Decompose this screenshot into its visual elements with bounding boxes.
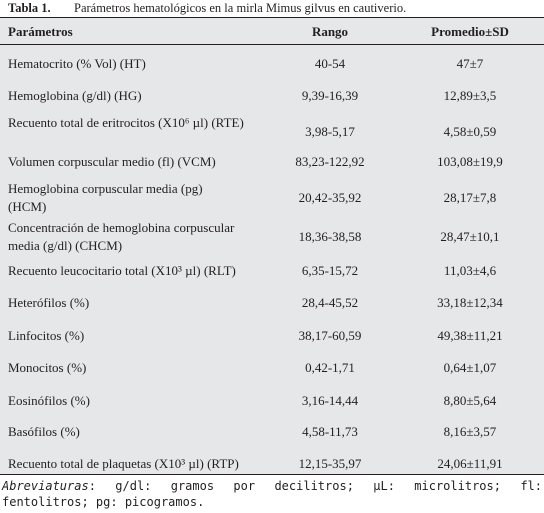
row-mean-sd: 33,18±12,34: [437, 295, 503, 310]
row-mean-sd: 8,16±3,57: [443, 424, 497, 439]
row-parameter: Hemoglobina corpuscular media (pg) (HCM): [8, 181, 203, 214]
row-parameter: Monocitos (%): [8, 360, 87, 375]
table-background: [0, 17, 544, 474]
row-range: 83,23-122,92: [295, 154, 365, 169]
row-range: 12,15-35,97: [298, 456, 362, 471]
row-parameter: Hemoglobina (g/dl) (HG): [8, 88, 142, 103]
table-caption-label: Tabla 1.: [8, 1, 51, 15]
column-header-promedio: Promedio±SD: [431, 24, 509, 39]
column-header-parametros: Parámetros: [8, 24, 73, 39]
row-range: 0,42-1,71: [305, 360, 355, 375]
row-range: 6,35-15,72: [301, 263, 359, 278]
table-caption: Tabla 1. Parámetros hematológicos en la m…: [8, 0, 406, 18]
row-mean-sd: 0,64±1,07: [443, 360, 497, 375]
row-parameter: Volumen corpuscular medio (fl) (VCM): [8, 154, 216, 169]
table-top-rule: [0, 17, 544, 18]
row-mean-sd: 4,58±0,59: [443, 124, 497, 139]
row-range: 4,58-11,73: [302, 424, 358, 439]
row-range: 18,36-38,58: [298, 229, 362, 244]
row-parameter: Recuento total de plaquetas (X10³ µl) (R…: [8, 456, 239, 471]
table-header-row: Parámetros Rango Promedio±SD: [0, 18, 544, 44]
table-bottom-rule: [0, 474, 544, 475]
row-range: 28,4-45,52: [301, 295, 359, 310]
row-parameter: Recuento total de eritrocitos (X10⁶ µl) …: [8, 115, 244, 130]
footnote-text: : g/dl: gramos por decilitros; µL: micro…: [2, 479, 542, 509]
row-mean-sd: 103,08±19,9: [437, 154, 503, 169]
row-mean-sd: 49,38±11,21: [437, 328, 503, 343]
row-parameter: Concentración de hemoglobina corpuscular…: [8, 220, 235, 253]
row-parameter: Linfocitos (%): [8, 328, 85, 343]
row-range: 9,39-16,39: [301, 88, 359, 103]
row-mean-sd: 47±7: [456, 56, 484, 71]
table-footnote: Abreviaturas: g/dl: gramos por decilitro…: [2, 478, 542, 510]
row-parameter: Eosinófilos (%): [8, 393, 90, 408]
row-parameter: Recuento leucocitario total (X10³ µl) (R…: [8, 263, 236, 278]
row-parameter: Heterófilos (%): [8, 295, 90, 310]
row-mean-sd: 8,80±5,64: [443, 393, 497, 408]
row-mean-sd: 11,03±4,6: [443, 263, 497, 278]
row-parameter: Basófilos (%): [8, 424, 80, 439]
row-range: 3,16-14,44: [301, 393, 359, 408]
row-range: 20,42-35,92: [298, 190, 362, 205]
column-header-rango: Rango: [311, 24, 349, 39]
footnote-label: Abreviaturas: [2, 479, 89, 493]
row-mean-sd: 28,47±10,1: [440, 229, 500, 244]
table-caption-text: Parámetros hematológicos en la mirla Mim…: [74, 1, 407, 15]
row-mean-sd: 24,06±11,91: [437, 456, 503, 471]
row-range: 3,98-5,17: [305, 124, 355, 139]
row-mean-sd: 28,17±7,8: [443, 190, 497, 205]
row-range: 38,17-60,59: [298, 328, 362, 343]
row-range: 40-54: [314, 56, 346, 71]
row-mean-sd: 12,89±3,5: [443, 88, 497, 103]
table-header-rule: [0, 44, 544, 45]
row-parameter: Hematocrito (% Vol) (HT): [8, 56, 146, 71]
